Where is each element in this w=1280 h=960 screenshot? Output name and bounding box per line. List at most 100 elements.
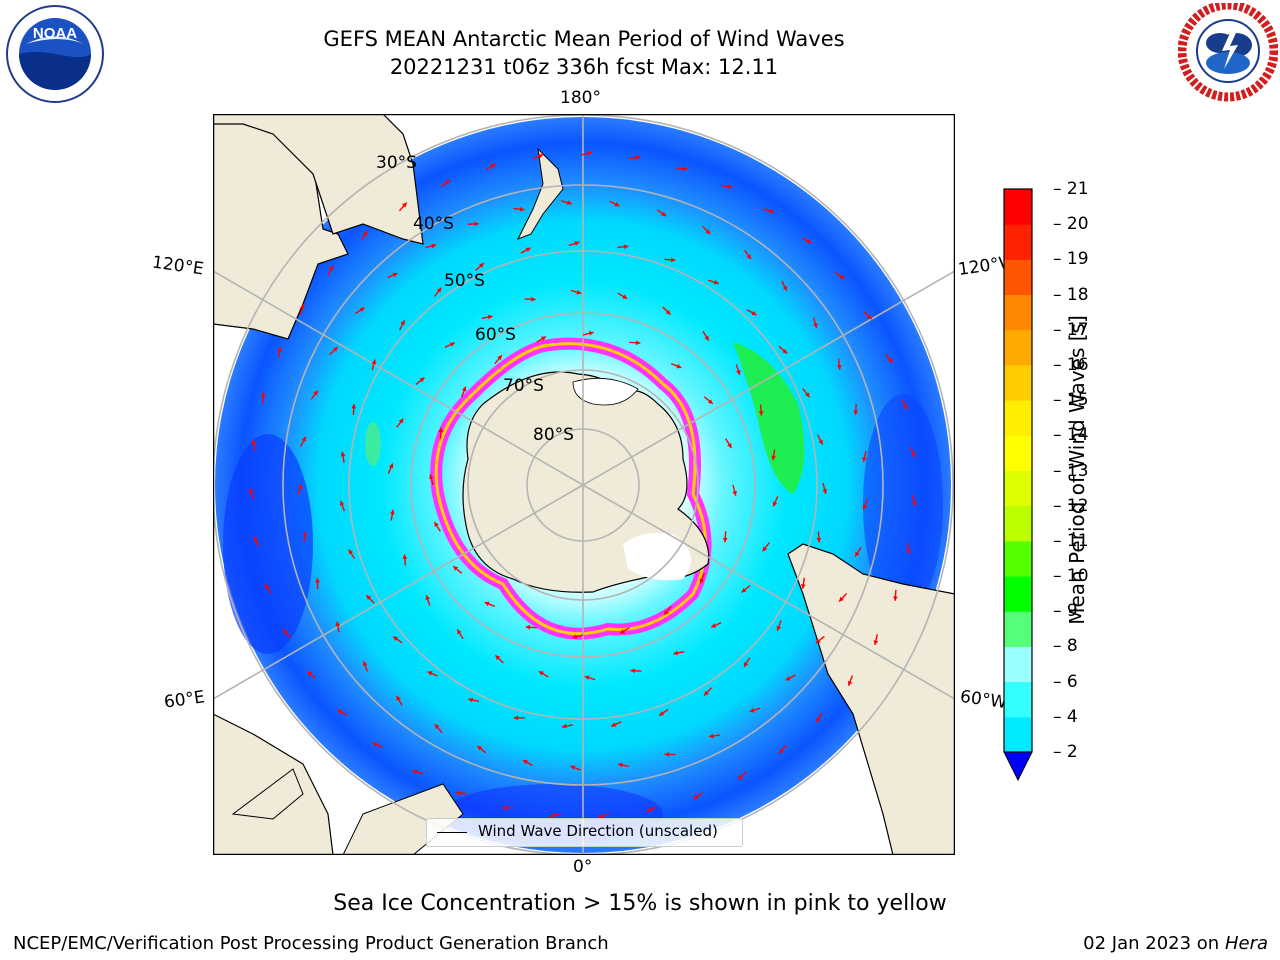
lat-label-70s: 70°S xyxy=(503,376,544,396)
wind-arrow-head xyxy=(497,355,502,361)
wind-arrow-head xyxy=(371,359,377,365)
wind-arrow-head xyxy=(598,813,604,819)
wind-arrow-head xyxy=(738,774,743,780)
wind-arrow-head xyxy=(434,522,439,528)
wind-arrow-head xyxy=(818,439,823,445)
wind-arrow-head xyxy=(400,320,405,326)
wind-arrow-head xyxy=(366,595,372,601)
lat-label-30s: 30°S xyxy=(376,153,417,173)
wind-arrow-head xyxy=(549,813,555,818)
wind-arrow-head xyxy=(782,285,787,291)
wind-arrow-head xyxy=(562,723,567,729)
sea-ice-caption: Sea Ice Concentration > 15% is shown in … xyxy=(333,891,947,916)
wind-arrow-head xyxy=(392,272,398,278)
colorbar-block xyxy=(1004,470,1032,507)
wind-arrow-head xyxy=(340,451,346,457)
wind-arrow-head xyxy=(839,596,844,602)
wind-arrow-head xyxy=(822,488,827,494)
nws-logo-icon xyxy=(1177,0,1279,107)
wind-arrow-head xyxy=(732,490,737,496)
wind-arrow-head xyxy=(635,340,641,346)
wind-arrow-head xyxy=(630,668,635,674)
wind-arrow-head xyxy=(572,634,578,639)
footer-date: 02 Jan 2023 on Hera xyxy=(1083,933,1268,954)
wind-arrow-head xyxy=(635,155,641,160)
wind-arrow-head xyxy=(513,715,519,721)
colorbar-block xyxy=(1004,329,1032,366)
wind-arrow-head xyxy=(419,377,425,383)
wind-arrow-head xyxy=(339,500,345,506)
wind-arrow-head xyxy=(372,742,378,747)
wind-arrow-head xyxy=(746,254,751,260)
wind-arrow-head xyxy=(617,762,623,768)
colorbar-block xyxy=(1004,435,1032,471)
lat-label-80s: 80°S xyxy=(533,425,574,445)
lon-label-180: 180° xyxy=(560,88,601,108)
wind-arrow-head xyxy=(576,289,582,295)
wind-arrow-head xyxy=(457,629,462,635)
wind-arrow-head xyxy=(785,676,791,681)
wind-arrow-head xyxy=(586,151,592,156)
polar-map: 30°S 40°S 50°S 60°S 70°S 80°S xyxy=(213,114,955,855)
wind-arrow-head xyxy=(251,439,257,445)
colorbar-block xyxy=(1004,224,1032,260)
wind-arrow-head xyxy=(427,671,433,676)
wind-arrow-head xyxy=(519,206,525,212)
wind-arrow-head xyxy=(623,244,629,250)
wind-arrow-head xyxy=(337,709,343,714)
wind-arrow-head xyxy=(776,625,782,631)
wind-arrow-head xyxy=(646,807,652,812)
wind-arrow-head xyxy=(390,509,395,515)
wind-arrow-head xyxy=(388,463,394,469)
wind-arrow-head xyxy=(283,629,288,635)
wind-arrow-head xyxy=(751,310,757,316)
wind-arrow-head xyxy=(769,208,774,214)
wind-arrow-head xyxy=(402,202,407,208)
colorbar-tick-label: – 6 xyxy=(1053,671,1078,692)
colorbar-tick-label: – 8 xyxy=(1053,636,1078,657)
colorbar-block xyxy=(1004,364,1032,401)
wind-arrow-head xyxy=(525,624,531,630)
wind-arrow-head xyxy=(425,595,430,601)
wind-arrow-head xyxy=(772,501,778,507)
wind-arrow-head xyxy=(307,671,313,677)
wind-arrow-head xyxy=(260,392,266,397)
wind-arrow-head xyxy=(584,675,590,681)
wind-arrow-head xyxy=(538,671,544,676)
wind-arrow-head xyxy=(727,442,732,448)
wind-arrow-head xyxy=(396,695,401,701)
wind-arrow-head xyxy=(315,578,320,583)
wind-arrow-head xyxy=(455,790,461,796)
wind-arrow-head xyxy=(431,243,437,249)
wind-arrow-head xyxy=(468,697,474,703)
wind-arrow-head xyxy=(249,488,254,494)
wind-arrow-head xyxy=(265,584,270,590)
colorbar-block xyxy=(1004,611,1032,647)
wind-arrow-head xyxy=(862,457,867,462)
colorbar-tick-label: – 9 xyxy=(1053,601,1078,622)
wind-arrow-head xyxy=(816,537,822,543)
wind-arrow-head xyxy=(566,200,572,205)
colorbar-tick-label: – 19 xyxy=(1053,249,1089,270)
wind-arrow-head xyxy=(438,427,444,433)
wind-arrow-head xyxy=(611,722,617,727)
colorbar-tick-label: – 21 xyxy=(1053,179,1089,199)
colorbar-tick-label: – 4 xyxy=(1053,706,1078,727)
colorbar-block xyxy=(1004,540,1032,577)
wind-arrow-head xyxy=(313,390,318,396)
wind-arrow-head xyxy=(905,549,911,555)
chart-title-line1: GEFS MEAN Antarctic Mean Period of Wind … xyxy=(323,27,845,51)
wind-arrow-head xyxy=(816,717,821,723)
colorbar-tick-label: – 16 xyxy=(1053,354,1089,375)
south-america-landmass xyxy=(787,543,955,855)
wind-arrow-head xyxy=(362,661,368,667)
wind-arrow-head xyxy=(461,386,467,392)
wind-arrow-head xyxy=(815,638,821,644)
wind-arrow-head xyxy=(363,231,368,237)
wind-arrow-head xyxy=(862,504,868,510)
wind-arrow-head xyxy=(301,436,306,442)
wind-arrow-head xyxy=(839,274,845,279)
wind-arrow-head xyxy=(412,769,418,775)
wind-arrow-head xyxy=(522,759,528,765)
colorbar-block xyxy=(1004,294,1032,331)
